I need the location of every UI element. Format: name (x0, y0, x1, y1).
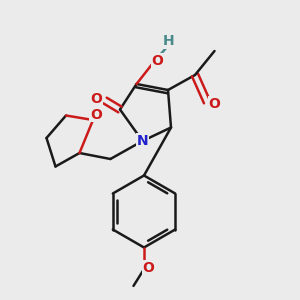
Text: O: O (142, 261, 154, 274)
Text: O: O (208, 97, 220, 110)
Text: O: O (90, 108, 102, 122)
Text: O: O (152, 54, 164, 68)
Text: O: O (91, 92, 103, 106)
Text: H: H (163, 34, 175, 48)
Text: N: N (137, 134, 148, 148)
